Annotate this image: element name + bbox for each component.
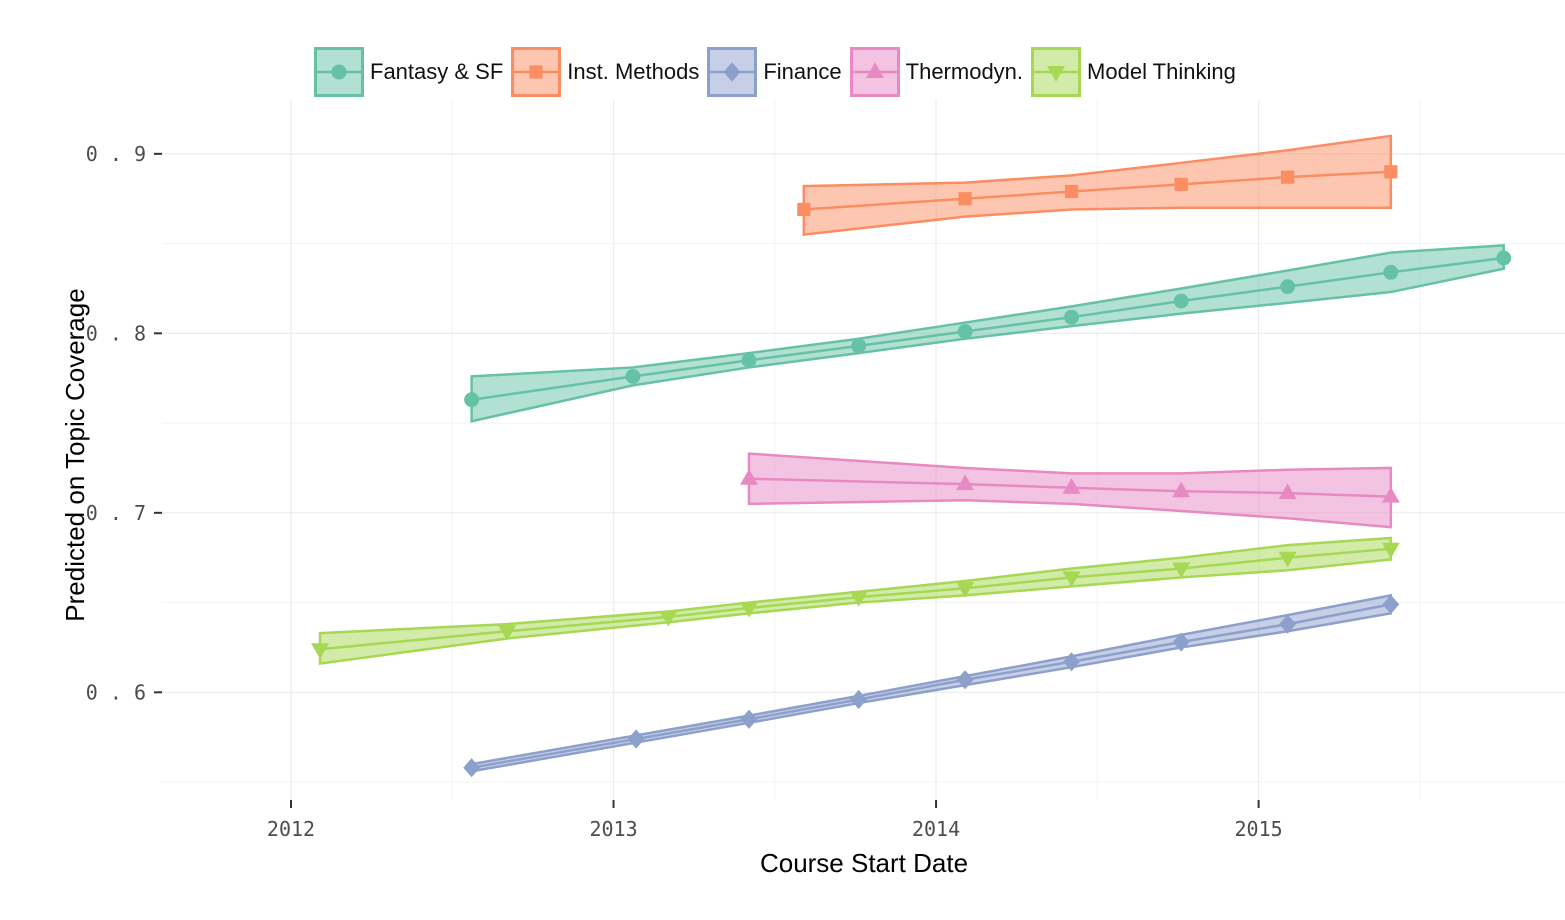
data-point bbox=[1384, 165, 1398, 179]
confidence-band bbox=[802, 134, 1393, 237]
series-1 bbox=[797, 134, 1398, 237]
data-point bbox=[1279, 614, 1297, 634]
data-point bbox=[1280, 279, 1296, 295]
axes: 2012 2013 2014 2015 0 . 6 0 . 7 0 . 8 0 . 9 bbox=[86, 142, 1283, 841]
data-point bbox=[851, 338, 867, 354]
data-point bbox=[625, 368, 641, 384]
legend-key bbox=[707, 47, 758, 97]
data-point bbox=[956, 582, 975, 598]
data-point bbox=[740, 469, 759, 485]
data-point bbox=[1281, 170, 1295, 184]
series-group bbox=[311, 134, 1512, 778]
data-point bbox=[741, 352, 757, 368]
series-line bbox=[803, 170, 1391, 211]
data-point bbox=[958, 192, 972, 206]
data-point bbox=[1278, 483, 1297, 500]
legend-item: Fantasy & SF bbox=[314, 47, 503, 97]
data-point bbox=[1063, 652, 1080, 672]
legend-item: Finance bbox=[707, 47, 842, 97]
data-point bbox=[1062, 478, 1081, 494]
data-point bbox=[1383, 264, 1399, 280]
data-point bbox=[1172, 481, 1191, 498]
data-point bbox=[659, 610, 678, 627]
data-point bbox=[1062, 571, 1081, 588]
legend-key bbox=[1031, 47, 1082, 97]
series-2 bbox=[463, 593, 1400, 778]
data-point bbox=[1173, 293, 1189, 309]
legend-label: Finance bbox=[763, 59, 842, 84]
x-tick-label: 2013 bbox=[589, 817, 637, 841]
data-point bbox=[1496, 250, 1512, 266]
data-point bbox=[1381, 542, 1400, 559]
x-tick-label: 2014 bbox=[912, 817, 960, 841]
series-line bbox=[319, 547, 1391, 651]
legend-label: Fantasy & SF bbox=[370, 59, 504, 84]
data-point bbox=[1172, 632, 1190, 652]
data-point bbox=[1064, 309, 1079, 325]
legend-key bbox=[849, 47, 900, 97]
data-point bbox=[1172, 562, 1191, 579]
data-point bbox=[740, 709, 758, 729]
legend-marker bbox=[331, 64, 347, 80]
legend-key bbox=[314, 47, 364, 97]
x-tick-label: 2012 bbox=[267, 817, 315, 841]
legend-marker bbox=[1047, 66, 1066, 82]
data-point bbox=[1278, 551, 1297, 568]
data-point bbox=[797, 202, 811, 217]
y-tick-label: 0 . 6 bbox=[86, 680, 146, 704]
legend-marker bbox=[529, 65, 543, 79]
data-point bbox=[463, 758, 481, 778]
y-tick-label: 0 . 7 bbox=[86, 501, 146, 525]
x-tick-label: 2015 bbox=[1235, 817, 1283, 841]
data-point bbox=[956, 670, 974, 690]
y-axis-title: Predicted on Topic Coverage bbox=[60, 288, 90, 621]
data-point bbox=[850, 689, 868, 710]
confidence-band bbox=[470, 244, 1505, 423]
legend-marker bbox=[865, 62, 884, 78]
data-point bbox=[311, 643, 330, 659]
series-4 bbox=[311, 536, 1400, 666]
legend-item: Model Thinking bbox=[1031, 47, 1236, 97]
grid bbox=[162, 100, 1565, 800]
series-line bbox=[748, 477, 1391, 498]
series-line bbox=[471, 256, 1504, 401]
x-axis-title: Course Start Date bbox=[760, 848, 968, 878]
data-point bbox=[1174, 177, 1188, 191]
data-point bbox=[849, 591, 868, 607]
data-point bbox=[464, 392, 480, 408]
legend-marker bbox=[723, 62, 741, 82]
data-point bbox=[740, 601, 759, 618]
legend-item: Inst. Methods bbox=[511, 47, 699, 97]
data-point bbox=[498, 625, 517, 641]
y-tick-label: 0 . 9 bbox=[86, 142, 146, 166]
legend-item: Thermodyn. bbox=[849, 47, 1024, 97]
data-point bbox=[627, 729, 645, 749]
series-0 bbox=[464, 244, 1512, 423]
legend: Fantasy & SF Inst. Methods Finance Thermody… bbox=[314, 44, 1244, 100]
legend-label: Thermodyn. bbox=[905, 59, 1024, 84]
data-point bbox=[1382, 594, 1400, 614]
data-point bbox=[956, 474, 975, 491]
legend-label: Model Thinking bbox=[1087, 59, 1236, 84]
data-point bbox=[1064, 184, 1079, 199]
data-point bbox=[1381, 487, 1400, 503]
y-tick-label: 0 . 8 bbox=[86, 321, 146, 345]
legend-key bbox=[511, 47, 562, 97]
legend-label: Inst. Methods bbox=[567, 59, 700, 84]
data-point bbox=[957, 324, 973, 339]
series-3 bbox=[740, 452, 1400, 529]
